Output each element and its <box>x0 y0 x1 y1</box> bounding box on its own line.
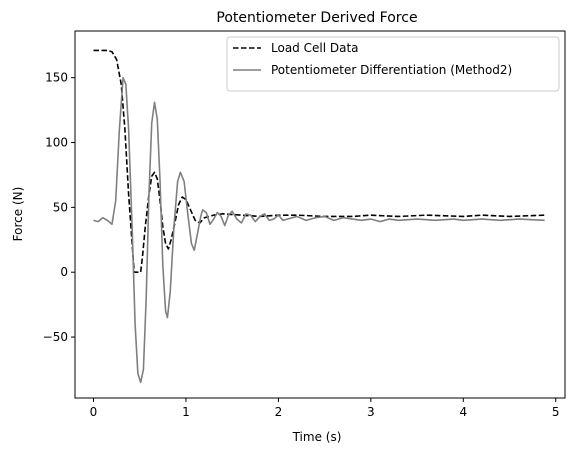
y-tick-label: 0 <box>60 265 68 279</box>
x-tick-label: 1 <box>182 405 190 419</box>
y-tick-label: 100 <box>45 136 68 150</box>
legend: Load Cell Data Potentiometer Differentia… <box>226 36 560 92</box>
y-tick-label: −50 <box>43 330 68 344</box>
legend-label-potentiometer: Potentiometer Differentiation (Method2) <box>271 63 512 77</box>
x-tick-label: 3 <box>367 405 375 419</box>
y-axis-ticks: −50 0 50 100 150 <box>43 71 75 344</box>
x-tick-label: 5 <box>552 405 560 419</box>
series-line-potentiometer <box>93 76 545 384</box>
x-tick-label: 4 <box>459 405 467 419</box>
y-tick-label: 50 <box>53 200 68 214</box>
legend-box <box>226 36 560 92</box>
x-axis-ticks: 0 1 2 3 4 5 <box>90 398 560 419</box>
x-tick-label: 2 <box>275 405 283 419</box>
plot-lines <box>93 49 545 384</box>
axes-frame <box>74 30 566 399</box>
series-line-load-cell <box>93 49 545 274</box>
legend-label-load-cell: Load Cell Data <box>271 41 359 55</box>
x-axis-label: Time (s) <box>292 430 342 444</box>
y-axis-label: Force (N) <box>11 187 25 242</box>
x-tick-label: 0 <box>90 405 98 419</box>
y-tick-label: 150 <box>45 71 68 85</box>
chart-title: Potentiometer Derived Force <box>216 10 417 26</box>
